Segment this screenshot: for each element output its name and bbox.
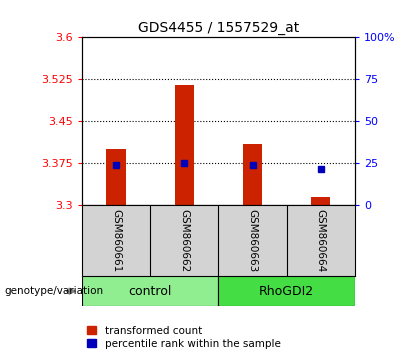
- Bar: [243, 144, 262, 205]
- Title: GDS4455 / 1557529_at: GDS4455 / 1557529_at: [138, 21, 299, 35]
- Text: control: control: [129, 285, 172, 298]
- Bar: [107, 149, 126, 205]
- Text: GSM860664: GSM860664: [316, 209, 326, 272]
- Legend: transformed count, percentile rank within the sample: transformed count, percentile rank withi…: [87, 326, 281, 349]
- Text: GSM860661: GSM860661: [111, 209, 121, 272]
- Text: GSM860662: GSM860662: [179, 209, 189, 272]
- Bar: [175, 85, 194, 205]
- Text: RhoGDI2: RhoGDI2: [259, 285, 314, 298]
- Bar: [311, 197, 331, 205]
- Bar: [82, 276, 218, 306]
- Bar: [218, 276, 355, 306]
- Text: genotype/variation: genotype/variation: [4, 286, 103, 296]
- Text: GSM860663: GSM860663: [247, 209, 257, 272]
